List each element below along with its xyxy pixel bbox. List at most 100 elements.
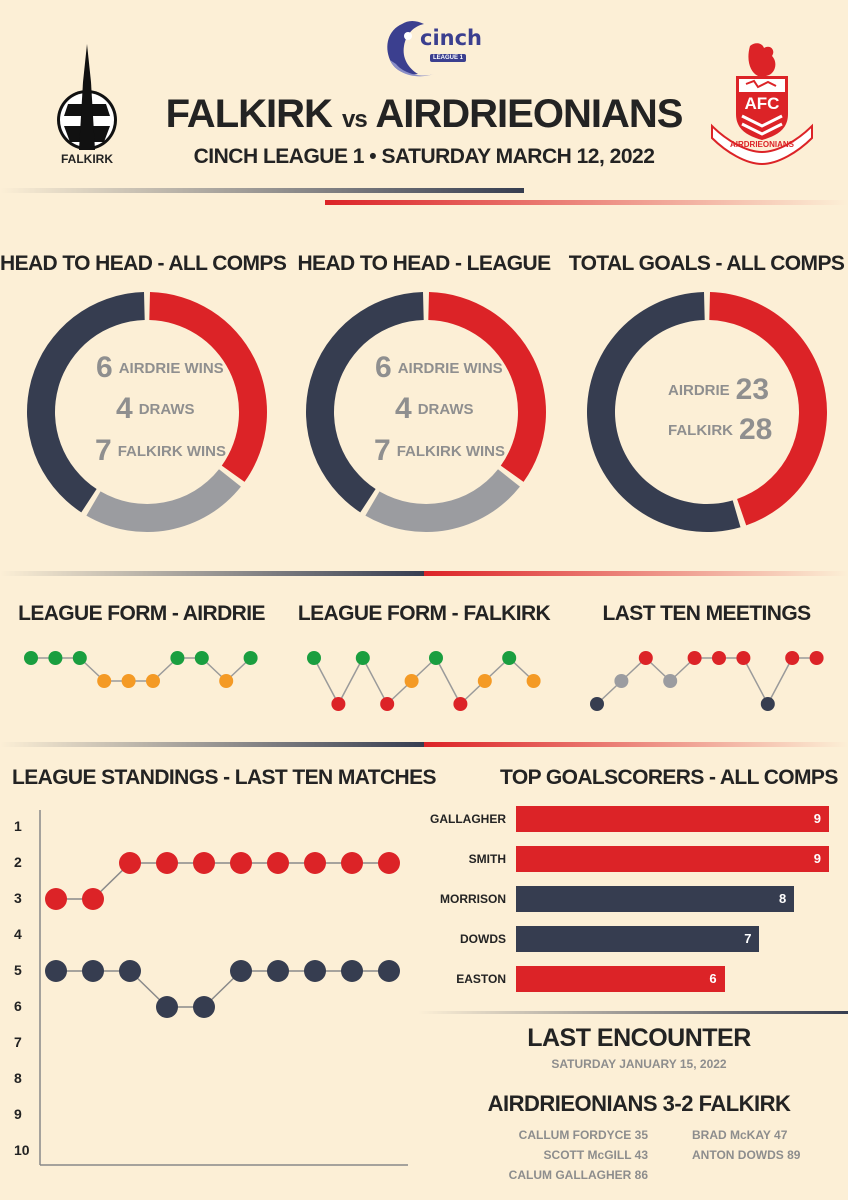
form-result-dot bbox=[404, 674, 419, 688]
standings-point bbox=[45, 888, 67, 910]
form-chart-meetings bbox=[590, 651, 824, 711]
form-result-dot bbox=[170, 651, 185, 665]
standings-y-tick: 10 bbox=[14, 1142, 30, 1158]
away-team-name: AIRDRIEONIANS bbox=[375, 92, 683, 136]
falkirk-scorer-2: ANTON DOWDS 89 bbox=[692, 1148, 801, 1162]
airdrie-scorer-3: CALUM GALLAGHER 86 bbox=[508, 1168, 648, 1182]
standings-point bbox=[45, 960, 67, 982]
standings-point bbox=[119, 960, 141, 982]
scorer-bar: 8 bbox=[516, 886, 795, 912]
form-result-dot bbox=[526, 674, 541, 688]
scorer-label: GALLAGHER bbox=[430, 812, 506, 826]
scorer-value: 9 bbox=[813, 811, 821, 826]
form-connector bbox=[742, 657, 769, 705]
league-logo: cinch LEAGUE 1 bbox=[378, 16, 482, 82]
donut-title-1: HEAD TO HEAD - ALL COMPS bbox=[0, 252, 287, 275]
form-result-dot bbox=[809, 651, 824, 665]
scorer-label: SMITH bbox=[468, 852, 506, 866]
form-result-dot bbox=[307, 651, 321, 665]
form-title-falkirk: LEAGUE FORM - FALKIRK bbox=[297, 602, 551, 625]
donut3-line-falkirk: FALKIRK 28 bbox=[668, 413, 773, 446]
standings-y-tick: 6 bbox=[14, 998, 22, 1014]
divider-2-red bbox=[424, 571, 848, 576]
form-chart-airdrie bbox=[24, 651, 258, 688]
form-result-dot bbox=[72, 651, 87, 665]
scorer-bar: 6 bbox=[516, 966, 725, 992]
scorer-label: EASTON bbox=[456, 972, 506, 986]
rooster-shield-icon bbox=[711, 43, 813, 166]
donut-segment-draws bbox=[365, 469, 520, 532]
divider-4-navy bbox=[418, 1011, 848, 1014]
form-result-dot bbox=[614, 674, 629, 688]
form-result-dot bbox=[502, 651, 517, 665]
donut-segment-airdrie bbox=[709, 292, 828, 526]
standings-y-tick: 9 bbox=[14, 1106, 22, 1122]
airdrie-scorers: CALLUM FORDYCE 35 SCOTT McGILL 43 CALUM … bbox=[500, 1125, 648, 1185]
last-encounter-date: SATURDAY JANUARY 15, 2022 bbox=[551, 1057, 727, 1071]
form-result-dot bbox=[24, 651, 38, 665]
falkirk-crest-label: FALKIRK bbox=[61, 152, 113, 166]
donut-segment-falkirk bbox=[306, 292, 424, 513]
divider-1-navy bbox=[0, 188, 524, 193]
home-team-name: FALKIRK bbox=[165, 92, 333, 136]
donut2-line-draws: 4 DRAWS bbox=[395, 392, 474, 425]
standings-point bbox=[230, 960, 252, 982]
donut1-line-draws: 4 DRAWS bbox=[116, 392, 195, 425]
divider-3-red bbox=[424, 742, 848, 747]
standings-point bbox=[378, 852, 400, 874]
donut1-line-airdrie: 6 AIRDRIE WINS bbox=[96, 351, 224, 384]
standings-point bbox=[82, 960, 104, 982]
form-result-dot bbox=[785, 651, 800, 665]
standings-y-tick: 4 bbox=[14, 926, 22, 942]
form-connector bbox=[313, 657, 340, 705]
standings-chart bbox=[39, 810, 408, 1166]
standings-title: LEAGUE STANDINGS - LAST TEN MATCHES bbox=[12, 766, 436, 789]
donut-segment-draws bbox=[86, 469, 241, 532]
scorer-value: 7 bbox=[744, 931, 752, 946]
scorer-value: 6 bbox=[709, 971, 717, 986]
donut-chart-league bbox=[306, 292, 546, 532]
form-result-dot bbox=[663, 674, 678, 688]
standings-point bbox=[156, 996, 178, 1018]
donut2-line-falkirk: 7 FALKIRK WINS bbox=[374, 434, 506, 467]
donut-segment-falkirk bbox=[587, 292, 741, 532]
form-connector bbox=[435, 657, 462, 705]
league-logo-sub: LEAGUE 1 bbox=[430, 54, 467, 62]
falkirk-scorers: BRAD McKAY 47 ANTON DOWDS 89 bbox=[692, 1125, 800, 1165]
form-connector bbox=[337, 657, 364, 705]
standings-point bbox=[341, 960, 363, 982]
form-result-dot bbox=[429, 651, 443, 665]
standings-point bbox=[341, 852, 363, 874]
form-connector bbox=[767, 657, 793, 705]
standings-point bbox=[193, 852, 215, 874]
form-result-dot bbox=[331, 697, 346, 711]
last-encounter-score: AIRDRIEONIANS 3-2 FALKIRK bbox=[487, 1091, 791, 1116]
donut-segment-airdrie bbox=[428, 292, 546, 482]
standings-y-tick: 2 bbox=[14, 854, 22, 870]
falkirk-steeple-ball-icon bbox=[57, 44, 117, 150]
form-result-dot bbox=[687, 651, 702, 665]
scorer-bar: 9 bbox=[516, 806, 829, 832]
donut2-line-airdrie: 6 AIRDRIE WINS bbox=[375, 351, 503, 384]
form-result-dot bbox=[97, 674, 112, 688]
form-result-dot bbox=[638, 651, 653, 665]
divider-2-navy bbox=[0, 571, 424, 576]
donut-title-2: HEAD TO HEAD - LEAGUE bbox=[297, 252, 551, 275]
divider-3-navy bbox=[0, 742, 424, 747]
airdrie-crest-scroll: AIRDRIEONIANS bbox=[729, 140, 794, 149]
form-result-dot bbox=[380, 697, 395, 711]
standings-point bbox=[193, 996, 215, 1018]
standings-y-tick: 7 bbox=[14, 1034, 22, 1050]
match-subtitle: CINCH LEAGUE 1 • SATURDAY MARCH 12, 2022 bbox=[193, 145, 655, 168]
last-encounter-title: LAST ENCOUNTER bbox=[527, 1024, 751, 1052]
standings-point bbox=[230, 852, 252, 874]
scorer-label: DOWDS bbox=[460, 932, 506, 946]
scorer-value: 8 bbox=[778, 891, 787, 906]
form-result-dot bbox=[194, 651, 209, 665]
donut3-line-airdrie: AIRDRIE 23 bbox=[668, 373, 770, 406]
form-result-dot bbox=[736, 651, 751, 665]
standings-point bbox=[378, 960, 400, 982]
airdrie-crest-letters: AFC bbox=[744, 94, 780, 113]
form-result-dot bbox=[146, 674, 160, 688]
scorer-bar: 7 bbox=[516, 926, 760, 952]
